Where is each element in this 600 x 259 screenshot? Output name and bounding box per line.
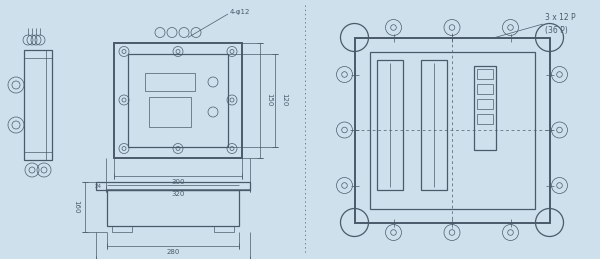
Bar [24,50,52,160]
Bar [476,84,493,94]
Bar [476,69,493,79]
Text: 4-φ12: 4-φ12 [230,9,250,15]
Bar [107,190,239,226]
Bar [112,226,132,232]
Text: 280: 280 [166,249,179,255]
Bar [145,73,195,91]
Text: (36 P): (36 P) [545,25,568,34]
Bar [370,52,535,208]
Bar [476,114,493,124]
Text: 120: 120 [281,93,287,107]
Bar [421,60,447,190]
Text: 320: 320 [172,191,185,198]
Bar [355,38,550,222]
Bar [377,60,403,190]
Bar [214,226,234,232]
Text: 150: 150 [266,93,272,107]
Text: 160: 160 [73,200,79,214]
Bar [96,182,250,190]
Bar [474,66,496,150]
Text: 300: 300 [171,178,185,184]
Bar [476,99,493,109]
Bar [128,54,228,147]
Text: 24: 24 [95,183,102,189]
Bar [114,42,242,157]
Bar [149,97,191,127]
Text: 3 x 12 P: 3 x 12 P [545,13,575,23]
